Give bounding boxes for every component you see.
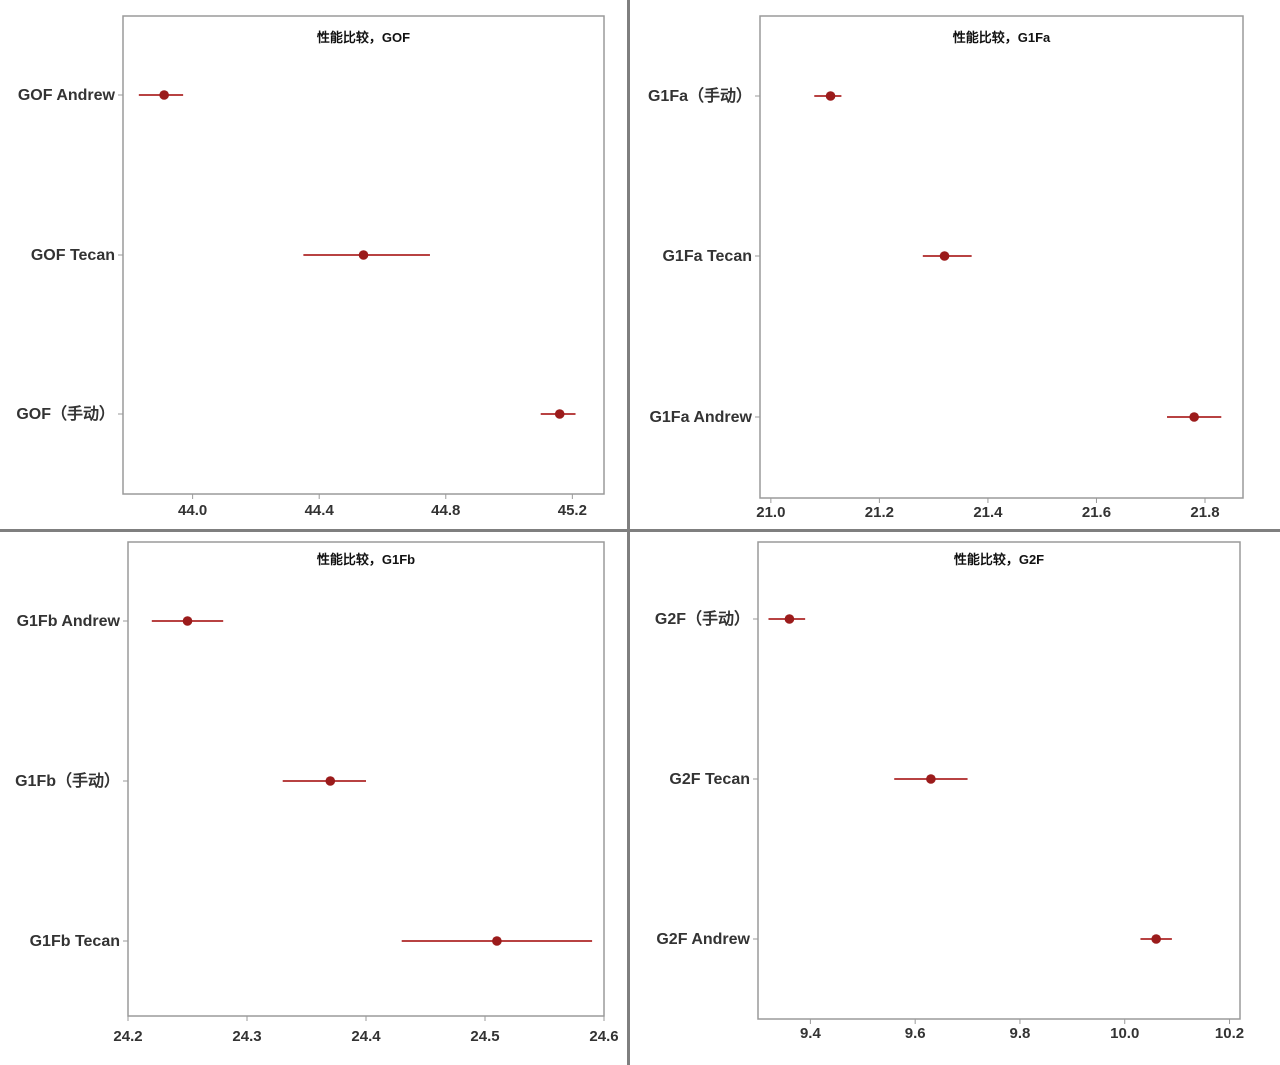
plot-frame: [127, 541, 605, 1017]
category-label-g1fb-andrew: G1Fb Andrew: [17, 613, 121, 630]
category-label-g2f-andrew: G2F Andrew: [656, 931, 750, 948]
category-label-g1fa-andrew: G1Fa Andrew: [649, 409, 752, 426]
gof-interval-plot-panel: 性能比较，GOF GOF Andrew GOF Tecan GOF（手动） 44.0 44…: [0, 0, 626, 529]
category-label-gof-tecan: GOF Tecan: [31, 247, 115, 264]
x-tick-label: 9.8: [1010, 1025, 1031, 1042]
x-tick-label: 44.0: [178, 502, 207, 519]
x-tick-label: 10.2: [1215, 1025, 1244, 1042]
g2f-interval-plot: 性能比较，G2F G2F（手动） G2F Tecan G2F Andrew 9.4 9.6…: [655, 541, 1244, 1042]
mean-point-g1fb: [325, 776, 336, 786]
mean-point-g2f-tecan: [926, 774, 936, 784]
vertical-divider: [627, 0, 630, 1065]
mean-point-g1fb-tecan: [492, 936, 502, 946]
mean-point-g1fb-andrew: [182, 616, 193, 626]
x-tick-label: 9.6: [905, 1025, 926, 1042]
x-tick-label: 21.6: [1082, 504, 1111, 521]
category-label-gof-andrew: GOF Andrew: [18, 87, 116, 104]
x-tick-label: 24.3: [232, 1028, 261, 1045]
mean-point-g2f: [784, 614, 795, 624]
g1fa-interval-plot: 性能比较，G1Fa G1Fa（手动） G1Fa Tecan G1Fa Andrew 21…: [648, 15, 1244, 521]
x-tick-label: 24.2: [113, 1028, 142, 1045]
g2f-interval-plot-panel: 性能比较，G2F G2F（手动） G2F Tecan G2F Andrew 9.4 9.6…: [630, 532, 1280, 1065]
plot-frame: [757, 541, 1241, 1020]
x-tick-label: 44.8: [431, 502, 460, 519]
horizontal-divider: [0, 529, 1280, 532]
x-tick-label: 24.4: [351, 1028, 381, 1045]
category-label-g1fa-tecan: G1Fa Tecan: [662, 248, 752, 265]
category-label-gof: GOF（手动）: [16, 404, 115, 423]
chart-title: 性能比较，G1Fb: [317, 552, 415, 567]
x-tick-label: 24.6: [589, 1028, 618, 1045]
category-label-g2f: G2F（手动）: [655, 609, 750, 628]
g1fa-interval-plot-panel: 性能比较，G1Fa G1Fa（手动） G1Fa Tecan G1Fa Andrew 21…: [630, 0, 1280, 529]
mean-point-g1fa: [825, 91, 836, 101]
category-label-g2f-tecan: G2F Tecan: [669, 771, 750, 788]
category-label-g1fb-tecan: G1Fb Tecan: [30, 933, 120, 950]
gof-interval-plot: 性能比较，GOF GOF Andrew GOF Tecan GOF（手动） 44.0 44…: [16, 15, 605, 519]
g1fb-interval-plot: 性能比较，G1Fb G1Fb Andrew G1Fb（手动） G1Fb Tecan 24…: [15, 541, 619, 1045]
mean-point-gof: [554, 409, 565, 419]
x-tick-label: 44.4: [305, 502, 335, 519]
x-tick-label: 21.2: [865, 504, 894, 521]
category-label-g1fb: G1Fb（手动）: [15, 771, 120, 790]
x-tick-label: 21.8: [1190, 504, 1219, 521]
x-tick-label: 24.5: [470, 1028, 499, 1045]
chart-title: 性能比较，G1Fa: [953, 30, 1051, 45]
x-tick-label: 10.0: [1110, 1025, 1139, 1042]
x-tick-label: 21.4: [973, 504, 1003, 521]
mean-point-gof-tecan: [358, 250, 369, 260]
category-label-g1fa: G1Fa（手动）: [648, 86, 752, 105]
x-tick-label: 45.2: [558, 502, 587, 519]
mean-point-g1fa-tecan: [939, 251, 950, 261]
plot-frame: [759, 15, 1244, 499]
x-tick-label: 9.4: [800, 1025, 822, 1042]
x-tick-label: 21.0: [756, 504, 785, 521]
chart-title: 性能比较，G2F: [954, 552, 1044, 567]
chart-title: 性能比较，GOF: [317, 30, 410, 45]
mean-point-g1fa-andrew: [1189, 412, 1199, 422]
mean-point-gof-andrew: [159, 90, 169, 100]
mean-point-g2f-andrew: [1151, 934, 1161, 944]
g1fb-interval-plot-panel: 性能比较，G1Fb G1Fb Andrew G1Fb（手动） G1Fb Tecan 24…: [0, 532, 626, 1065]
